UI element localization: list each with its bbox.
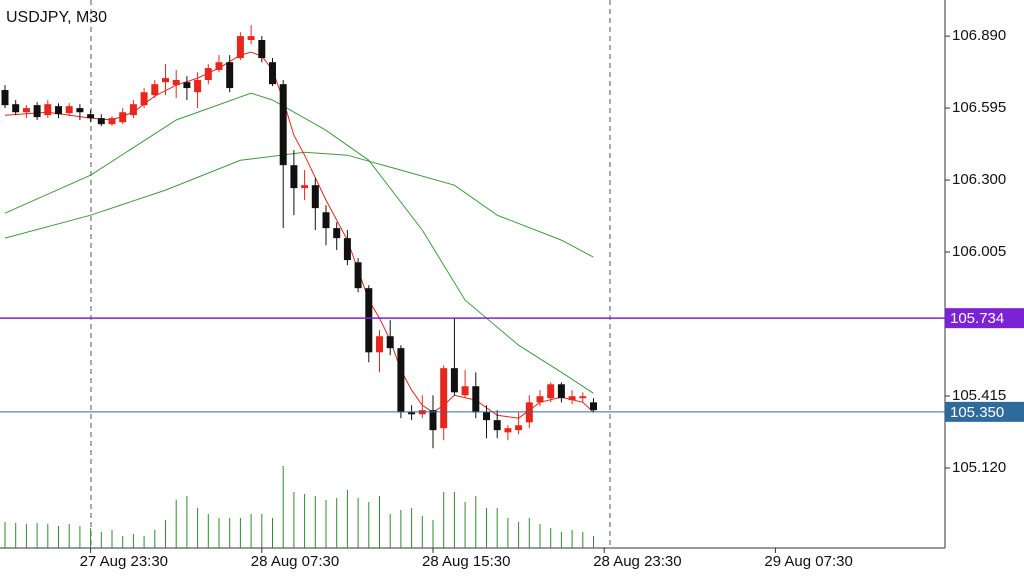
candle-body: [140, 92, 148, 106]
candle-body: [172, 80, 180, 86]
candle-body: [472, 386, 480, 413]
level-label-box: [945, 308, 1024, 329]
candle-body: [22, 108, 30, 113]
candle-body: [119, 112, 127, 123]
candle-body: [515, 425, 523, 431]
x-tick-label: 28 Aug 07:30: [251, 553, 339, 570]
candle-body: [557, 384, 565, 399]
candle-body: [376, 336, 383, 353]
candle-body: [536, 396, 544, 403]
candle-body: [429, 410, 437, 431]
candle-body: [279, 84, 287, 166]
candle-body: [311, 185, 319, 209]
candle-body: [1, 90, 9, 106]
candle-body: [269, 62, 276, 85]
candle-body: [301, 185, 309, 189]
candle-body: [504, 428, 512, 433]
level-label: 105.350: [950, 404, 1004, 421]
candle-body: [129, 104, 137, 116]
candle-body: [440, 368, 448, 429]
candle-body: [343, 238, 351, 261]
candle-body: [397, 348, 405, 413]
x-tick-label: 29 Aug 07:30: [764, 553, 852, 570]
level-label: 105.734: [950, 310, 1004, 327]
candle-body: [408, 412, 416, 415]
candle-body: [55, 106, 62, 115]
candle-body: [76, 108, 84, 113]
candle-body: [194, 80, 202, 93]
candle-body: [590, 402, 597, 411]
candle-body: [162, 78, 169, 83]
candle-body: [44, 104, 52, 116]
candle-body: [386, 336, 394, 349]
candle-body: [365, 288, 373, 353]
candle-body: [97, 118, 105, 125]
candle-body: [12, 104, 20, 113]
x-tick-label: 27 Aug 23:30: [80, 553, 168, 570]
candle-body: [568, 396, 576, 401]
level-label-box: [945, 401, 1024, 422]
y-tick-label: 106.300: [952, 171, 1006, 188]
candle-body: [33, 105, 41, 118]
candle-body: [483, 412, 490, 421]
candle-body: [290, 165, 298, 189]
y-tick-label: 106.005: [952, 243, 1006, 260]
x-tick-label: 28 Aug 15:30: [422, 553, 510, 570]
candle-body: [215, 62, 223, 71]
y-tick-label: 105.120: [952, 459, 1006, 476]
candle-body: [108, 118, 116, 125]
candle-body: [183, 82, 191, 89]
candle-body: [322, 212, 330, 229]
x-tick-label: 28 Aug 23:30: [593, 553, 681, 570]
y-tick-label: 106.595: [952, 99, 1006, 116]
candle-body: [87, 114, 95, 119]
chart-title: USDJPY, M30: [6, 9, 107, 26]
ma-line: [4, 92, 594, 394]
candle-body: [333, 228, 341, 239]
candle-body: [247, 36, 255, 41]
candle-body: [65, 106, 73, 114]
y-tick-label: 105.415: [952, 387, 1006, 404]
candle-body: [204, 68, 212, 81]
candle-body: [258, 40, 266, 59]
candle-body: [493, 420, 501, 431]
y-tick-label: 106.890: [952, 27, 1006, 44]
candle-body: [579, 396, 587, 399]
candle-body: [151, 84, 159, 96]
candle-body: [547, 384, 555, 399]
candle-body: [354, 262, 362, 289]
ma-line: [4, 151, 594, 258]
candle-body: [450, 368, 458, 393]
candle-body: [226, 62, 234, 89]
candle-body: [236, 36, 244, 59]
candle-body: [461, 386, 469, 396]
